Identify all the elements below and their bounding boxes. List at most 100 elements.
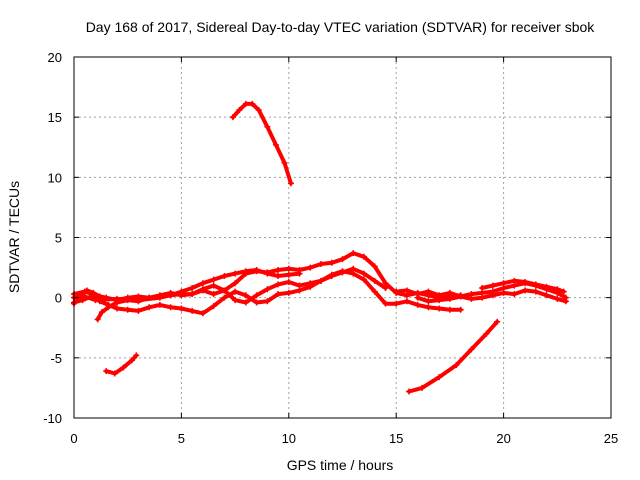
- data-point: [382, 300, 389, 307]
- data-point: [232, 288, 239, 295]
- data-point: [414, 301, 421, 308]
- data-point: [232, 280, 239, 287]
- data-point: [543, 292, 550, 299]
- data-point: [339, 269, 346, 276]
- data-point: [90, 289, 97, 296]
- data-point: [371, 288, 378, 295]
- data-point: [103, 368, 110, 375]
- data-point: [360, 276, 367, 283]
- data-point: [285, 265, 292, 272]
- data-point: [371, 277, 378, 284]
- data-point: [264, 298, 271, 305]
- data-point: [360, 270, 367, 277]
- data-point: [236, 106, 243, 113]
- data-point: [178, 305, 185, 312]
- data-point: [242, 292, 249, 299]
- grid-layer: [74, 57, 611, 418]
- data-point: [210, 282, 217, 289]
- data-point: [242, 268, 249, 275]
- data-point: [253, 266, 260, 273]
- x-tick-label: 0: [70, 431, 77, 446]
- data-point: [253, 299, 260, 306]
- series-track-evening-b: [414, 287, 569, 305]
- data-point: [272, 141, 279, 148]
- data-point: [350, 265, 357, 272]
- data-point: [318, 277, 325, 284]
- x-tick-label: 5: [178, 431, 185, 446]
- series-line: [231, 101, 293, 186]
- data-point: [489, 282, 496, 289]
- data-point: [554, 286, 561, 293]
- data-point: [393, 300, 400, 307]
- data-point: [339, 256, 346, 263]
- data-point: [156, 294, 163, 301]
- series-track-early-low: [103, 352, 140, 377]
- data-point: [264, 270, 271, 277]
- data-point: [393, 288, 400, 295]
- data-point: [189, 291, 196, 298]
- data-point: [446, 306, 453, 313]
- data-point: [328, 259, 335, 266]
- data-point: [532, 281, 539, 288]
- data-point: [253, 292, 260, 299]
- data-point: [210, 291, 217, 298]
- data-point: [221, 294, 228, 301]
- data-point: [232, 297, 239, 304]
- y-tick-label: 15: [48, 110, 62, 125]
- data-point: [229, 114, 236, 121]
- data-point: [221, 287, 228, 294]
- data-point: [94, 316, 101, 323]
- data-point: [111, 370, 118, 377]
- data-point: [296, 282, 303, 289]
- data-point: [210, 303, 217, 310]
- data-point: [275, 291, 282, 298]
- data-point: [457, 293, 464, 300]
- data-point: [92, 297, 99, 304]
- data-point: [418, 384, 425, 391]
- x-axis-label: GPS time / hours: [287, 457, 394, 473]
- data-point: [264, 286, 271, 293]
- data-point: [489, 292, 496, 299]
- data-point: [453, 362, 460, 369]
- data-point: [242, 100, 249, 107]
- tick-layer: 0 5 10 15 20 25 -10 -5 0 5 10 15 20: [43, 50, 618, 446]
- data-point: [543, 283, 550, 290]
- data-point: [436, 297, 443, 304]
- data-point: [81, 293, 88, 300]
- data-point: [425, 298, 432, 305]
- data-point: [83, 287, 90, 294]
- data-point: [403, 287, 410, 294]
- data-point: [307, 264, 314, 271]
- data-point: [275, 273, 282, 280]
- y-tick-label: 20: [48, 50, 62, 65]
- data-point: [468, 295, 475, 302]
- data-point: [562, 298, 569, 305]
- data-point: [287, 180, 294, 187]
- series-track-baseline-b: [71, 268, 464, 317]
- data-point: [156, 301, 163, 308]
- series-track-baseline-d: [71, 266, 303, 304]
- data-point: [98, 309, 105, 316]
- data-point: [77, 291, 84, 298]
- data-point: [403, 298, 410, 305]
- x-tick-label: 15: [389, 431, 403, 446]
- data-point: [446, 289, 453, 296]
- data-point: [135, 297, 142, 304]
- data-point: [425, 288, 432, 295]
- y-tick-label: 5: [55, 231, 62, 246]
- data-point: [113, 295, 120, 302]
- data-point: [199, 286, 206, 293]
- data-point: [133, 352, 140, 359]
- data-point: [296, 270, 303, 277]
- data-point: [457, 306, 464, 313]
- data-point: [307, 280, 314, 287]
- data-point: [554, 295, 561, 302]
- data-point: [436, 305, 443, 312]
- data-point: [249, 100, 256, 107]
- data-point: [511, 291, 518, 298]
- data-point: [511, 277, 518, 284]
- data-point: [371, 263, 378, 270]
- data-point: [96, 293, 103, 300]
- data-point: [414, 294, 421, 301]
